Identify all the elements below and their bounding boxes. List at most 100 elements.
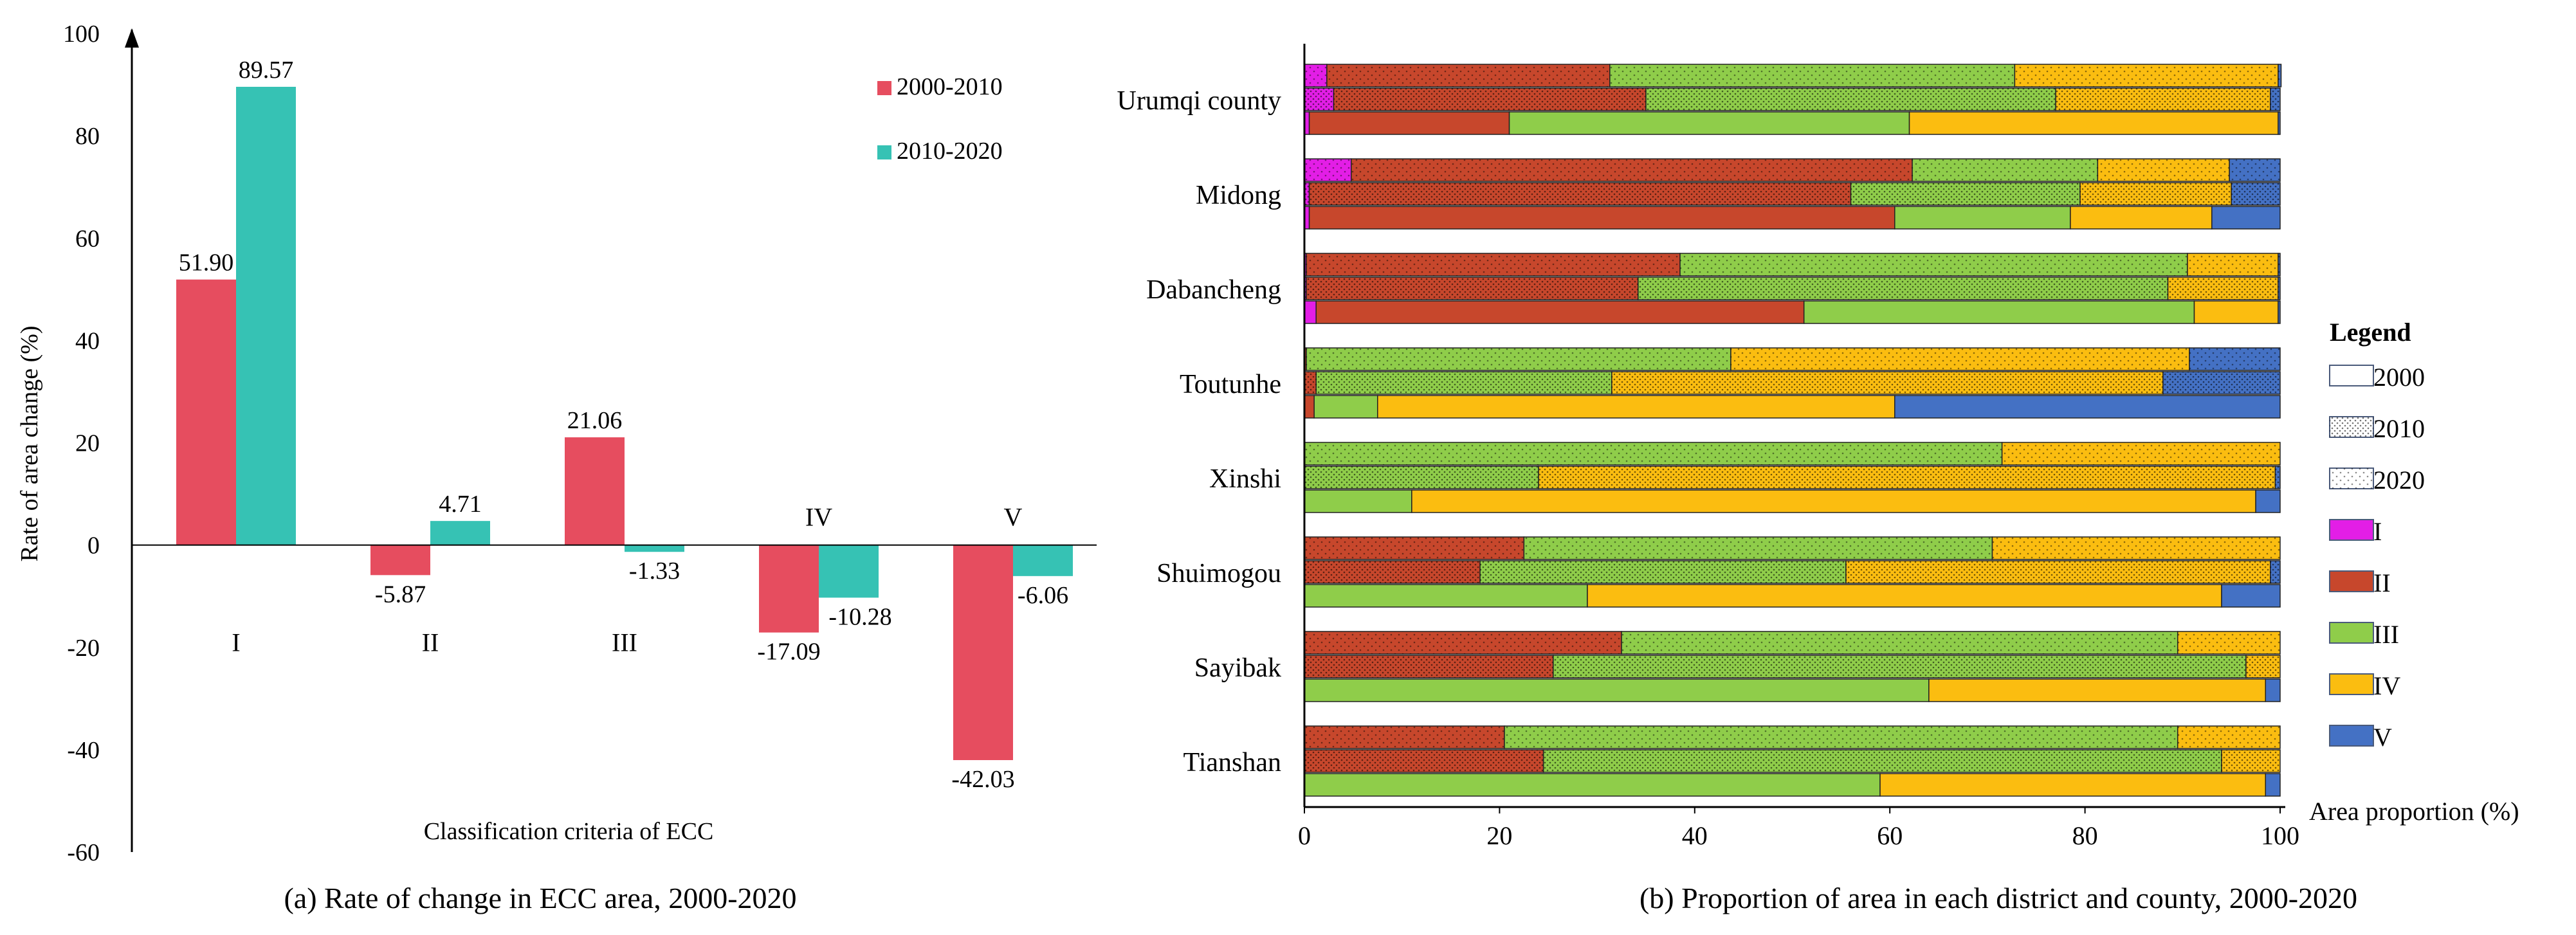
seg-sayibak-2000-class-v	[2265, 678, 2281, 702]
seg-midong-2020-class-iv-pattern	[2097, 159, 2230, 181]
seg-midong-2010-class-iii-pattern	[1850, 183, 2081, 205]
seg-midong-2000-class-ii	[1308, 206, 1895, 230]
legend-label-2010-2020: 2010-2020	[897, 138, 1003, 165]
panel-a-category-label-ii: II	[422, 628, 439, 657]
seg-toutunhe-2020-class-iii-pattern	[1306, 348, 1731, 370]
seg-sayibak-2000-class-iii	[1304, 678, 1930, 702]
seg-shuimogou-2000-class-iii	[1304, 584, 1588, 608]
legend-class-ii-swatch	[2329, 570, 2374, 592]
seg-toutunhe-2000-class-iv	[1377, 395, 1895, 419]
seg-xinshi-2010-class-iii-pattern	[1304, 466, 1539, 489]
panel-b-x-tick-label: 60	[1877, 821, 1903, 850]
legend-class-iv-label: IV	[2373, 671, 2400, 700]
district-label-dabancheng: Dabancheng	[1146, 275, 1281, 305]
panel-a-y-axis-title: Rate of area change (%)	[16, 325, 43, 561]
bar-2010-2020-iii	[625, 545, 684, 552]
district-label-shuimogou: Shuimogou	[1156, 559, 1281, 588]
bar-2010-2020-iv	[819, 545, 879, 598]
seg-shuimogou-2010-class-iv-pattern	[1845, 561, 2270, 583]
seg-toutunhe-2010-class-v-pattern	[2162, 372, 2280, 394]
seg-tianshan-2010-class-iii-pattern	[1543, 750, 2222, 772]
seg-tianshan-2020-class-iv-pattern	[2177, 726, 2280, 749]
seg-toutunhe-2020-class-ii-pattern	[1304, 348, 1307, 370]
data-label-2010-2020-ii: 4.71	[439, 491, 482, 518]
panel-a-y-tick-label: 20	[75, 430, 100, 457]
legend-class-iv-swatch	[2329, 673, 2374, 695]
panel-a-y-tick-label: -20	[67, 635, 100, 662]
panel-a-chart: 51.90 89.57 -5.87 4.71 21.06 -1.33 -17.09 -10.2…	[16, 21, 1097, 914]
legend-swatch-2000-2010	[877, 81, 891, 95]
seg-sayibak-2010-class-iv-pattern	[2245, 655, 2280, 678]
panel-a-y-tick-label: 100	[63, 21, 100, 48]
seg-sayibak-2020-class-iv-pattern	[2177, 631, 2280, 654]
bar-2000-2010-v	[953, 545, 1013, 761]
legend-class-i-label: I	[2373, 517, 2382, 546]
legend-year-2020-swatch-pattern	[2330, 468, 2373, 489]
seg-sayibak-2010-class-ii-pattern	[1304, 655, 1553, 678]
seg-urumqi-county-2020-class-ii-pattern	[1326, 64, 1610, 87]
seg-urumqi-county-2020-class-v-pattern	[2278, 64, 2281, 87]
district-label-tianshan: Tianshan	[1183, 748, 1281, 777]
seg-shuimogou-2020-class-iii-pattern	[1524, 537, 1993, 559]
legend-year-2020-label: 2020	[2373, 466, 2425, 495]
panel-b-x-tick-label: 100	[2261, 821, 2299, 850]
data-label-2010-2020-iii: -1.33	[629, 558, 680, 585]
seg-dabancheng-2000-class-iv	[2193, 300, 2279, 324]
seg-urumqi-county-2010-class-iv-pattern	[2056, 88, 2270, 111]
seg-toutunhe-2000-class-iii	[1313, 395, 1378, 419]
seg-toutunhe-2000-class-ii	[1304, 395, 1315, 419]
panel-a-category-label-iii: III	[612, 628, 637, 657]
data-label-2000-2010-iv: -17.09	[757, 639, 820, 666]
legend-year-2010-label: 2010	[2373, 414, 2425, 443]
seg-dabancheng-2000-class-i	[1304, 300, 1317, 324]
seg-dabancheng-2010-class-iii-pattern	[1638, 277, 2168, 300]
district-label-toutunhe: Toutunhe	[1180, 370, 1281, 399]
seg-sayibak-2020-class-iii-pattern	[1621, 631, 2178, 654]
seg-shuimogou-2010-class-ii-pattern	[1304, 561, 1481, 583]
seg-urumqi-county-2000-class-ii	[1308, 111, 1510, 135]
data-label-2010-2020-v: -6.06	[1018, 582, 1068, 609]
seg-midong-2020-class-iii-pattern	[1912, 159, 2098, 181]
panel-a-y-tick-label: 60	[75, 225, 100, 252]
seg-urumqi-county-2020-class-iii-pattern	[1609, 64, 2015, 87]
district-label-sayibak: Sayibak	[1194, 653, 1281, 683]
seg-urumqi-county-2010-class-iii-pattern	[1645, 88, 2056, 111]
seg-tianshan-2010-class-iv-pattern	[2221, 750, 2280, 772]
seg-urumqi-county-2010-class-ii-pattern	[1333, 88, 1646, 111]
seg-dabancheng-2020-class-v-pattern	[2278, 253, 2280, 276]
seg-dabancheng-2000-class-ii	[1315, 300, 1805, 324]
seg-dabancheng-2020-class-iv-pattern	[2187, 253, 2278, 276]
seg-midong-2010-class-iv-pattern	[2080, 183, 2232, 205]
data-label-2000-2010-iii: 21.06	[567, 407, 623, 434]
legend-year-2000-swatch	[2329, 365, 2374, 386]
panel-a-category-label-iv: IV	[805, 503, 832, 532]
panel-a-y-tick-label: 80	[75, 123, 100, 150]
seg-sayibak-2020-class-ii-pattern	[1304, 631, 1622, 654]
legend-class-ii-label: II	[2373, 568, 2391, 597]
panel-a-y-axis-arrow	[125, 28, 139, 48]
district-label-urumqi-county: Urumqi county	[1117, 86, 1281, 116]
bar-2000-2010-i	[176, 279, 236, 545]
seg-midong-2010-class-i-pattern	[1304, 183, 1310, 205]
legend-class-v-label: V	[2373, 723, 2392, 752]
seg-dabancheng-2010-class-iv-pattern	[2168, 277, 2278, 300]
seg-midong-2020-class-i-pattern	[1304, 159, 1351, 181]
data-label-2010-2020-i: 89.57	[239, 57, 294, 84]
panel-b-x-tick-label: 40	[1682, 821, 1708, 850]
bar-2000-2010-iv	[759, 545, 819, 633]
seg-midong-2000-class-iii	[1894, 206, 2071, 230]
seg-dabancheng-2020-class-ii-pattern	[1306, 253, 1681, 276]
legend-class-iii-swatch	[2329, 622, 2374, 644]
legend-year-2000-label: 2000	[2373, 363, 2425, 392]
legend-swatch-2010-2020	[877, 145, 891, 159]
panel-a-category-label-i: I	[232, 628, 240, 657]
seg-toutunhe-2010-class-ii-pattern	[1304, 372, 1317, 394]
panel-b-x-axis-title: Area proportion (%)	[2309, 797, 2519, 826]
legend-class-v-swatch	[2329, 725, 2374, 747]
data-label-2010-2020-iv: -10.28	[828, 603, 891, 630]
panel-a-legend: 2000-2010 2010-2020	[877, 73, 1003, 165]
panel-a-y-tick-label: -40	[67, 737, 100, 764]
seg-dabancheng-2000-class-iii	[1803, 300, 2195, 324]
seg-dabancheng-2020-class-iii-pattern	[1680, 253, 2188, 276]
seg-toutunhe-2020-class-v-pattern	[2189, 348, 2280, 370]
